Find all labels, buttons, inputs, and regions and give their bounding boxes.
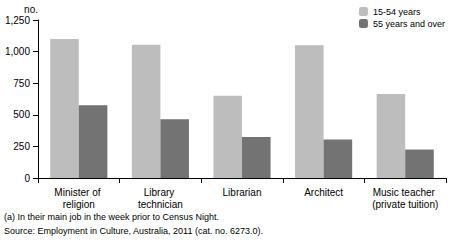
svg-text:1,000: 1,000 (5, 46, 30, 57)
svg-text:Music teacher: Music teacher (373, 187, 438, 198)
svg-text:technician: technician (138, 199, 183, 210)
svg-text:religion: religion (63, 199, 95, 210)
svg-text:no.: no. (24, 4, 38, 15)
svg-text:1,250: 1,250 (5, 15, 30, 26)
svg-text:Architect: Architect (304, 187, 343, 198)
svg-text:0: 0 (24, 173, 30, 184)
svg-text:750: 750 (13, 78, 30, 89)
svg-text:250: 250 (13, 141, 30, 152)
svg-text:Library: Library (144, 187, 177, 198)
svg-text:Minister of: Minister of (54, 187, 103, 198)
svg-text:(private tuition): (private tuition) (372, 199, 438, 210)
svg-text:Source: Employment in Culture,: Source: Employment in Culture, Australia… (4, 226, 263, 236)
svg-text:(a) In their main job in the w: (a) In their main job in the week prior … (4, 212, 219, 222)
svg-text:500: 500 (13, 109, 30, 120)
svg-text:Librarian: Librarian (223, 187, 262, 198)
svg-text:15-54 years: 15-54 years (373, 7, 421, 17)
svg-text:55 years and over: 55 years and over (373, 19, 445, 29)
